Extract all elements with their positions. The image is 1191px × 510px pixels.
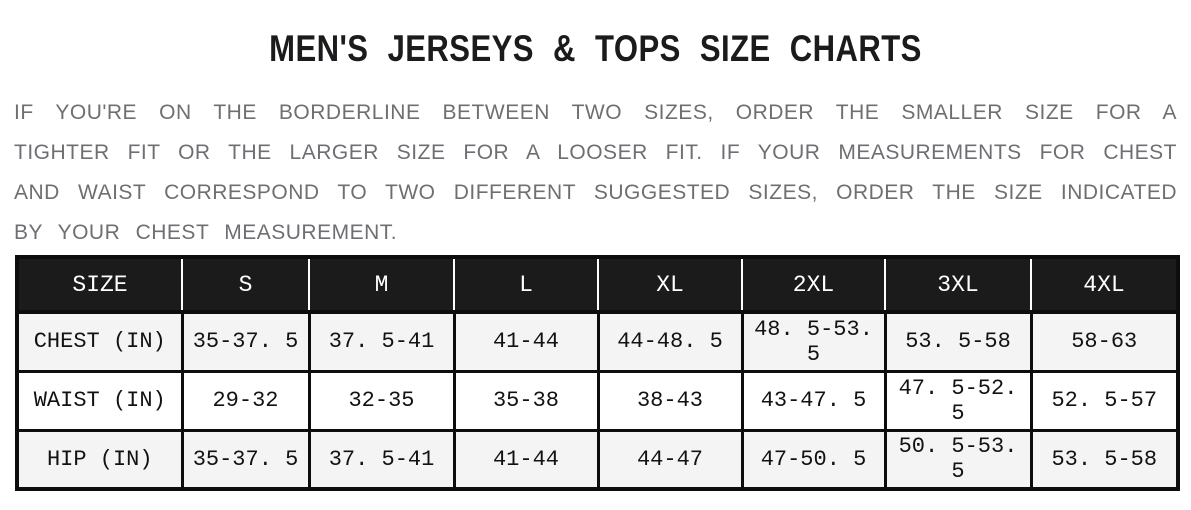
row-label: CHEST (IN) [15, 310, 184, 373]
row-label: HIP (IN) [15, 428, 184, 491]
size-cell: 41-44 [452, 428, 600, 491]
size-cell: 35-37. 5 [180, 428, 311, 491]
size-cell: 32-35 [307, 369, 456, 432]
column-header-2xl: 2XL [741, 257, 886, 314]
size-cell: 48. 5-53. 5 [740, 310, 887, 373]
size-cell: 50. 5-53. 5 [883, 428, 1033, 491]
column-header-s: S [181, 257, 310, 314]
size-cell: 58-63 [1029, 310, 1180, 373]
size-cell: 47-50. 5 [740, 428, 887, 491]
size-cell: 44-48. 5 [596, 310, 744, 373]
size-cell: 53. 5-58 [883, 310, 1033, 373]
column-header-xl: XL [597, 257, 743, 314]
size-cell: 37. 5-41 [307, 428, 456, 491]
column-header-3xl: 3XL [884, 257, 1032, 314]
column-header-4xl: 4XL [1030, 257, 1179, 314]
intro-line-1: IF YOU'RE ON THE BORDERLINE BETWEEN TWO … [14, 101, 1177, 124]
size-cell: 35-38 [452, 369, 600, 432]
column-header-l: L [453, 257, 599, 314]
size-cell: 35-37. 5 [180, 310, 311, 373]
size-chart-header: SIZE S M L XL 2XL 3XL 4XL [16, 257, 1179, 314]
size-cell: 52. 5-57 [1029, 369, 1180, 432]
intro-line-3: AND WAIST CORRESPOND TO TWO DIFFERENT SU… [14, 181, 1177, 204]
size-cell: 47. 5-52. 5 [883, 369, 1033, 432]
column-header-size: SIZE [16, 257, 183, 314]
size-cell: 29-32 [180, 369, 311, 432]
page-title: MEN'S JERSEYS & TOPS SIZE CHARTS [269, 28, 922, 69]
size-cell: 41-44 [452, 310, 600, 373]
intro-paragraph: IF YOU'RE ON THE BORDERLINE BETWEEN TWO … [14, 93, 1177, 253]
row-label: WAIST (IN) [15, 369, 184, 432]
table-row: WAIST (IN) 29-32 32-35 35-38 38-43 43-47. 5 47… [15, 369, 1180, 432]
intro-line-2: TIGHTER FIT OR THE LARGER SIZE FOR A LOO… [14, 141, 1177, 164]
size-cell: 53. 5-58 [1029, 428, 1180, 491]
header-row: SIZE S M L XL 2XL 3XL 4XL [16, 257, 1179, 314]
intro-line-4: BY YOUR CHEST MEASUREMENT. [14, 221, 398, 244]
table-row: HIP (IN) 35-37. 5 37. 5-41 41-44 44-47 47-50.… [15, 428, 1180, 491]
size-chart-table: SIZE S M L XL 2XL 3XL 4XL CHEST (IN) 35-37. 5 37.… [15, 255, 1180, 491]
column-header-m: M [308, 257, 455, 314]
size-cell: 38-43 [596, 369, 744, 432]
size-cell: 37. 5-41 [307, 310, 456, 373]
size-cell: 44-47 [596, 428, 744, 491]
size-cell: 43-47. 5 [740, 369, 887, 432]
size-chart-page: MEN'S JERSEYS & TOPS SIZE CHARTS IF YOU'… [14, 28, 1180, 491]
